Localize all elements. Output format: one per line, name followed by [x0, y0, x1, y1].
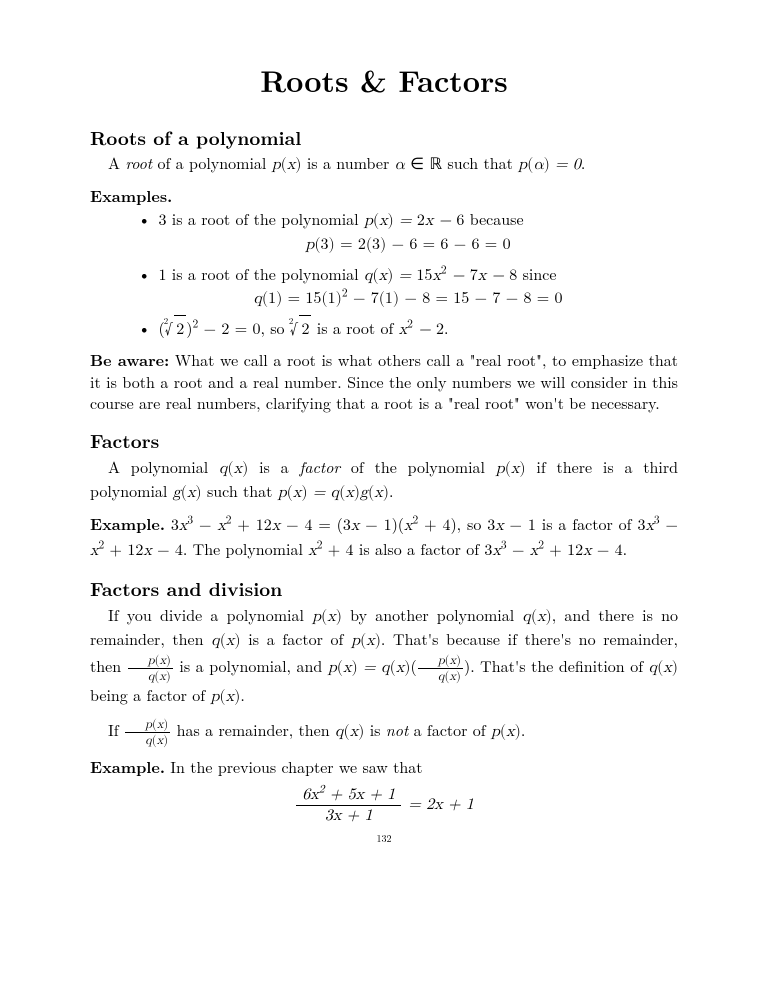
example-2-text: 1 is a root of the polynomial q(x) = 15x…: [158, 263, 556, 288]
division-paragraph-1: If you divide a polynomial p(x) by anoth…: [90, 604, 678, 709]
equation-denominator: 3x + 1: [296, 806, 401, 826]
bullet-icon: •: [138, 208, 150, 233]
section-factors: Factors: [90, 428, 678, 454]
bullet-icon: •: [138, 317, 150, 342]
page-title: Roots & Factors: [90, 60, 678, 101]
division-example-intro: Example. In the previous chapter we saw …: [90, 756, 678, 778]
example-1-calc: p(3) = 2(3) − 6 = 6 − 6 = 0: [138, 235, 678, 257]
division-example-intro-text: In the previous chapter we saw that: [170, 755, 422, 778]
division-example-equation: 6x2 + 5x + 1 3x + 1 = 2x + 1: [90, 785, 678, 826]
examples-list: • 3 is a root of the polynomial p(x) = 2…: [138, 208, 678, 341]
example-1: • 3 is a root of the polynomial p(x) = 2…: [138, 208, 678, 233]
equation-numerator: 6x2 + 5x + 1: [296, 785, 401, 806]
intro-paragraph: A root of a polynomial p(x) is a number …: [90, 152, 678, 177]
example-3-text: (2√2)2 − 2 = 0, so 2√2 is a root of x2 −…: [158, 317, 448, 342]
be-aware-label: Be aware:: [90, 348, 169, 371]
example-label: Example.: [90, 512, 165, 535]
example-label-2: Example.: [90, 755, 165, 778]
factors-example-paragraph: Example. 3x3 − x2 + 12x − 4 = (3x − 1)(x…: [90, 513, 678, 562]
page: Roots & Factors Roots of a polynomial A …: [0, 0, 768, 994]
page-number: 132: [90, 832, 678, 846]
equation-rhs: = 2x + 1: [403, 797, 474, 813]
factors-paragraph: A polynomial q(x) is a factor of the pol…: [90, 456, 678, 505]
bullet-icon: •: [138, 263, 150, 288]
section-division: Factors and division: [90, 576, 678, 602]
section-roots: Roots of a polynomial: [90, 125, 678, 151]
example-3: • (2√2)2 − 2 = 0, so 2√2 is a root of x2…: [138, 317, 678, 342]
division-paragraph-2: If p(x)q(x) has a remainder, then q(x) i…: [90, 717, 678, 748]
example-2: • 1 is a root of the polynomial q(x) = 1…: [138, 263, 678, 288]
be-aware-paragraph: Be aware: What we call a root is what ot…: [90, 349, 678, 414]
example-2-calc: q(1) = 15(1)2 − 7(1) − 8 = 15 − 7 − 8 = …: [138, 289, 678, 311]
factors-example-text: 3x3 − x2 + 12x − 4 = (3x − 1)(x2 + 4), s…: [90, 512, 678, 560]
example-1-text: 3 is a root of the polynomial p(x) = 2x …: [158, 208, 523, 233]
be-aware-text: What we call a root is what others call …: [90, 348, 678, 414]
examples-heading: Examples.: [90, 185, 678, 207]
